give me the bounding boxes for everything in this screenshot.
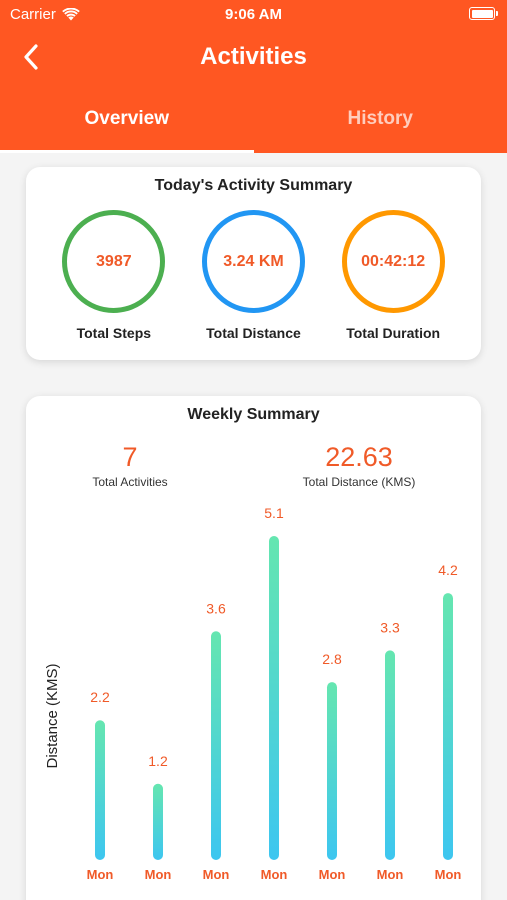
app-header: Carrier 9:06 AM Activities Overview Hist… — [0, 0, 507, 153]
x-axis-tick-label: Mon — [145, 867, 172, 882]
navigation-bar: Activities — [0, 38, 507, 78]
carrier-info: Carrier — [10, 6, 80, 23]
total-distance-value: 22.63 — [325, 442, 393, 472]
bar-value-label: 2.8 — [322, 651, 342, 667]
x-axis-tick-label: Mon — [261, 867, 288, 882]
bar-value-label: 2.2 — [90, 689, 110, 705]
bar-value-label: 3.6 — [206, 600, 226, 616]
total-distance-stat: 22.63 Total Distance (KMS) — [284, 442, 434, 489]
tab-history[interactable]: History — [347, 108, 413, 129]
chart-bar — [385, 650, 395, 860]
today-stats: 3987 Total Steps 3.24 KM Total Distance … — [26, 210, 481, 341]
total-steps-stat: 3987 Total Steps — [54, 210, 174, 341]
total-activities-value: 7 — [122, 442, 138, 472]
x-axis-tick-label: Mon — [87, 867, 114, 882]
tab-overview[interactable]: Overview — [0, 98, 254, 153]
duration-ring: 00:42:12 — [341, 210, 445, 313]
x-axis-tick-label: Mon — [203, 867, 230, 882]
total-distance-label: Total Distance (KMS) — [302, 475, 416, 489]
bar-value-label: 3.3 — [380, 619, 400, 635]
chart-bar — [95, 720, 105, 860]
bar-value-label: 1.2 — [148, 753, 168, 769]
duration-value: 00:42:12 — [361, 252, 426, 270]
distance-value: 3.24 KM — [223, 252, 284, 270]
bar-value-label: 4.2 — [438, 562, 458, 578]
steps-ring: 3987 — [62, 210, 166, 313]
x-axis-tick-label: Mon — [377, 867, 404, 882]
today-summary-title: Today's Activity Summary — [154, 177, 353, 194]
carrier-label: Carrier — [10, 6, 56, 23]
page-title: Activities — [200, 43, 307, 70]
x-axis-tick-label: Mon — [319, 867, 346, 882]
total-duration-stat: 00:42:12 Total Duration — [333, 210, 453, 341]
steps-label: Total Steps — [76, 325, 152, 341]
chart-bar — [153, 783, 163, 860]
weekly-summary-title: Weekly Summary — [187, 406, 320, 423]
today-summary-card: Today's Activity Summary 3987 Total Step… — [26, 167, 481, 360]
distance-ring: 3.24 KM — [201, 210, 305, 313]
chart-bar — [269, 536, 279, 860]
tab-bar: Overview History — [0, 98, 507, 153]
back-button[interactable] — [16, 42, 46, 72]
chart-bar — [211, 631, 221, 860]
x-axis-tick-label: Mon — [435, 867, 462, 882]
battery-icon — [469, 7, 498, 20]
wifi-icon — [62, 8, 80, 21]
total-activities-label: Total Activities — [92, 475, 168, 489]
bar-value-label: 5.1 — [264, 505, 284, 521]
distance-label: Total Distance — [206, 325, 301, 341]
total-activities-stat: 7 Total Activities — [70, 442, 190, 489]
steps-value: 3987 — [96, 252, 132, 270]
status-time: 9:06 AM — [225, 6, 282, 23]
duration-label: Total Duration — [346, 325, 441, 341]
chevron-left-icon — [24, 44, 38, 70]
chart-bar — [327, 682, 337, 860]
total-distance-stat: 3.24 KM Total Distance — [193, 210, 313, 341]
chart-bar — [443, 593, 453, 860]
chart-bars: 2.2 Mon 1.2 Mon 3.6 Mon 5.1 Mon 2.8 Mon 3.3 Mon 4.2 M… — [87, 505, 462, 882]
weekly-summary-card: Weekly Summary 7 Total Activities 22.63 … — [26, 396, 481, 900]
weekly-distance-chart: Distance (KMS) 2.2Mon1.2Mon3.6Mon5.1Mon2… — [44, 505, 462, 882]
y-axis-label: Distance (KMS) — [44, 663, 61, 768]
status-bar: Carrier 9:06 AM — [0, 0, 507, 28]
